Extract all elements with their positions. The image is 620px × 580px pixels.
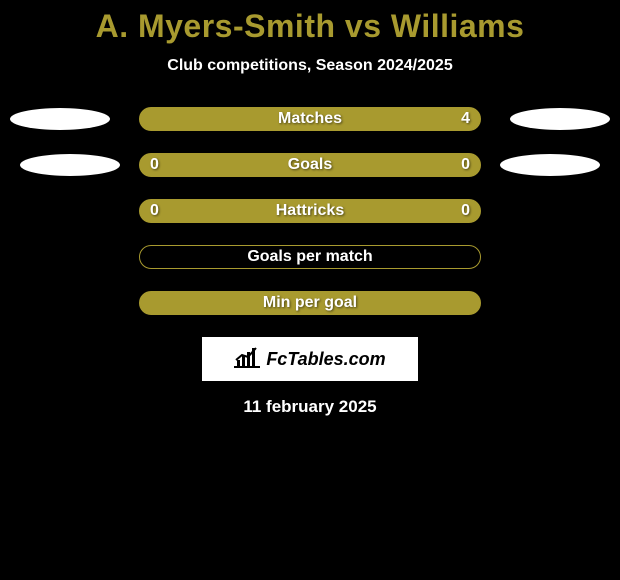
stat-row: Matches 4 xyxy=(0,107,620,131)
brand-text: FcTables.com xyxy=(266,349,385,370)
subtitle: Club competitions, Season 2024/2025 xyxy=(0,57,620,75)
stat-label: Hattricks xyxy=(276,202,344,220)
player-left-marker xyxy=(20,154,120,176)
player-right-marker xyxy=(500,154,600,176)
stat-bar: 0 Goals 0 xyxy=(139,153,481,177)
stat-value-right: 0 xyxy=(461,156,470,174)
stat-row: Min per goal xyxy=(0,291,620,315)
stat-row: 0 Goals 0 xyxy=(0,153,620,177)
stat-label: Goals xyxy=(288,156,332,174)
comparison-canvas: A. Myers-Smith vs Williams Club competit… xyxy=(0,0,620,580)
stat-rows: Matches 4 0 Goals 0 0 Hattricks 0 Goals per matc… xyxy=(0,107,620,315)
stat-bar: Min per goal xyxy=(139,291,481,315)
stat-label: Min per goal xyxy=(263,294,357,312)
stat-value-right: 0 xyxy=(461,202,470,220)
stat-value-right: 4 xyxy=(461,110,470,128)
stat-bar: Goals per match xyxy=(139,245,481,269)
player-right-marker xyxy=(510,108,610,130)
footer-date: 11 february 2025 xyxy=(0,397,620,417)
brand-chart-icon xyxy=(234,346,260,373)
brand-box: FcTables.com xyxy=(202,337,418,381)
stat-label: Goals per match xyxy=(247,248,372,266)
stat-row: 0 Hattricks 0 xyxy=(0,199,620,223)
stat-row: Goals per match xyxy=(0,245,620,269)
stat-bar: 0 Hattricks 0 xyxy=(139,199,481,223)
stat-label: Matches xyxy=(278,110,342,128)
page-title: A. Myers-Smith vs Williams xyxy=(0,0,620,45)
stat-value-left: 0 xyxy=(150,156,159,174)
player-left-marker xyxy=(10,108,110,130)
stat-bar: Matches 4 xyxy=(139,107,481,131)
stat-value-left: 0 xyxy=(150,202,159,220)
